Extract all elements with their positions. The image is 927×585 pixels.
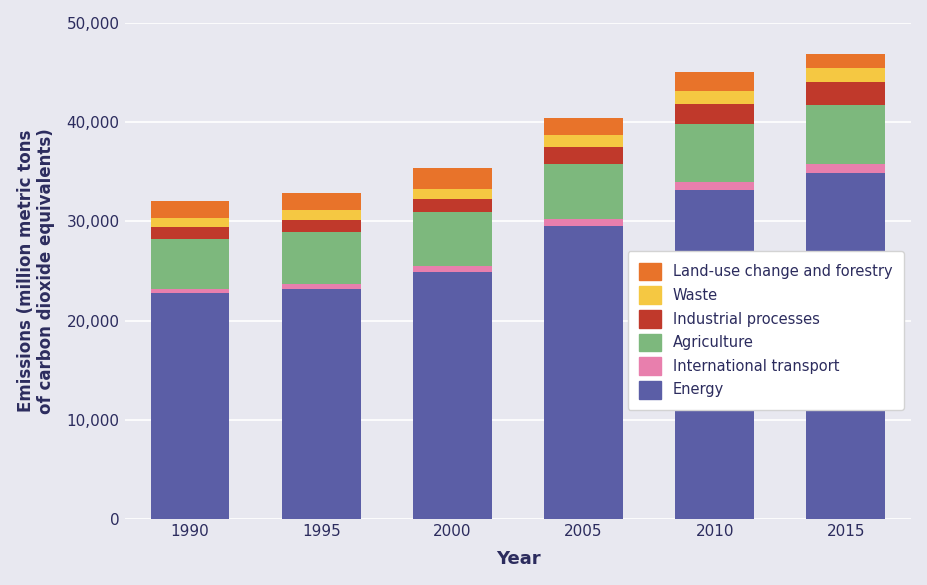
Bar — [282, 232, 361, 284]
Bar — [413, 212, 491, 266]
Bar — [282, 289, 361, 519]
Bar — [806, 54, 884, 68]
Bar — [413, 188, 491, 199]
Bar — [282, 284, 361, 289]
Bar — [675, 104, 753, 124]
Bar — [806, 82, 884, 105]
Bar — [282, 211, 361, 221]
Bar — [150, 239, 229, 289]
Bar — [675, 73, 753, 91]
Bar — [675, 91, 753, 104]
Bar — [413, 266, 491, 272]
Bar — [413, 168, 491, 188]
Bar — [806, 68, 884, 82]
X-axis label: Year: Year — [495, 550, 540, 569]
Bar — [413, 199, 491, 212]
Y-axis label: Emissions (million metric tons
of carbon dioxide equivalents): Emissions (million metric tons of carbon… — [17, 128, 56, 414]
Legend: Land-use change and forestry, Waste, Industrial processes, Agriculture, Internat: Land-use change and forestry, Waste, Ind… — [627, 251, 903, 410]
Bar — [282, 192, 361, 211]
Bar — [150, 293, 229, 519]
Bar — [150, 289, 229, 293]
Bar — [413, 272, 491, 519]
Bar — [675, 181, 753, 190]
Bar — [675, 190, 753, 519]
Bar — [806, 173, 884, 519]
Bar — [543, 118, 622, 135]
Bar — [150, 201, 229, 218]
Bar — [150, 218, 229, 228]
Bar — [675, 124, 753, 181]
Bar — [806, 105, 884, 164]
Bar — [282, 221, 361, 232]
Bar — [543, 219, 622, 226]
Bar — [543, 147, 622, 164]
Bar — [806, 164, 884, 173]
Bar — [543, 135, 622, 147]
Bar — [543, 226, 622, 519]
Bar — [543, 164, 622, 219]
Bar — [150, 228, 229, 239]
